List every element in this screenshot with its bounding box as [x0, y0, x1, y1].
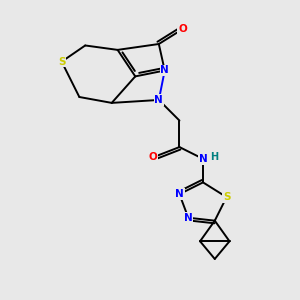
Text: O: O	[178, 24, 187, 34]
Text: N: N	[199, 154, 207, 164]
Text: N: N	[184, 213, 193, 223]
Text: N: N	[160, 65, 169, 76]
Text: N: N	[175, 189, 184, 199]
Text: N: N	[154, 95, 163, 105]
Text: H: H	[210, 152, 218, 162]
Text: S: S	[223, 192, 230, 202]
Text: O: O	[148, 152, 157, 162]
Text: S: S	[58, 57, 65, 67]
